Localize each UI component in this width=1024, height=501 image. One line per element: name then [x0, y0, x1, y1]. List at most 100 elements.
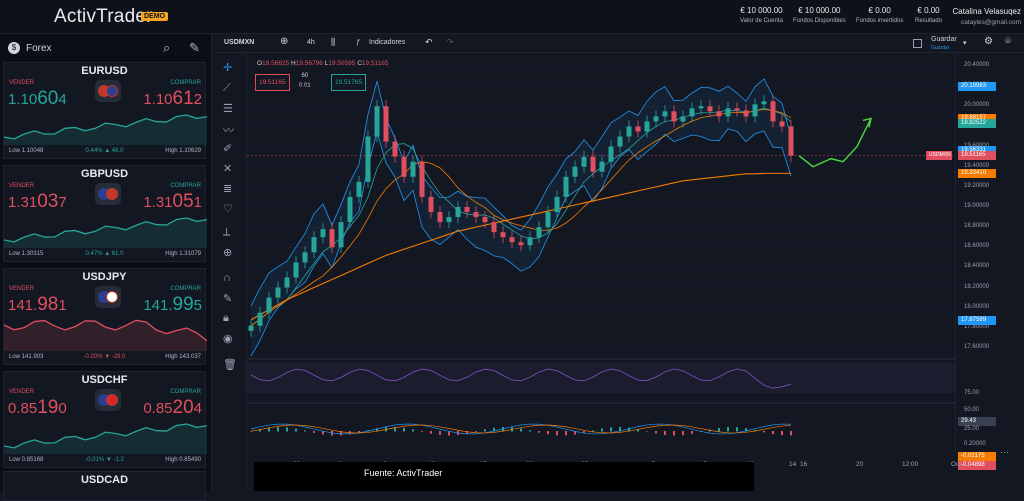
macd-histogram-bar	[574, 431, 576, 435]
macd-histogram-bar	[403, 427, 405, 432]
sell-price-box[interactable]: 19.51165	[255, 74, 290, 91]
currency-flags-icon	[95, 80, 121, 102]
ruler-icon[interactable]: ⟂	[223, 226, 231, 238]
redo-icon[interactable]: ↷	[446, 37, 454, 47]
indicators-icon[interactable]: ƒ	[356, 39, 360, 46]
bollinger-band-fill	[251, 78, 791, 357]
macd-histogram-bar	[394, 427, 396, 432]
edit-icon[interactable]: ✎	[189, 40, 200, 55]
candle-body	[347, 196, 353, 223]
macd-histogram-bar	[610, 427, 612, 432]
rsi-tick: 25.00	[964, 426, 980, 432]
low-value: Low 0.85168	[9, 457, 44, 463]
instrument-card[interactable]: GBPUSD VENDER COMPRAR 1.31037 1.31051 Lo…	[3, 165, 207, 262]
camera-icon[interactable]: ⌾	[1005, 36, 1011, 47]
sparkline-line	[4, 423, 207, 449]
candle-body	[761, 101, 767, 105]
undo-icon[interactable]: ↶	[425, 37, 433, 47]
search-icon[interactable]: ⌕	[163, 40, 171, 55]
save-checkbox[interactable]	[913, 39, 922, 48]
rsi-line	[250, 368, 792, 389]
sell-price[interactable]: 0.85190	[8, 397, 67, 418]
candle-body	[464, 207, 470, 213]
instrument-card[interactable]: USDCHF VENDER COMPRAR 0.85190 0.85204 Lo…	[3, 371, 207, 468]
candle-body	[725, 108, 731, 117]
indicators-button[interactable]: Indicadores	[369, 39, 406, 46]
buy-label: COMPRAR	[170, 286, 201, 292]
macd-histogram-bar	[736, 427, 738, 432]
instrument-card[interactable]: USDJPY VENDER COMPRAR 141.981 141.995 Lo…	[3, 268, 207, 365]
price-tick: 20.40000	[964, 62, 990, 69]
eye-icon[interactable]: ◉	[223, 333, 233, 345]
add-symbol-icon[interactable]: ⊕	[280, 36, 289, 47]
candle-body	[680, 116, 686, 122]
fib-icon[interactable]: ≣	[223, 183, 233, 195]
sell-price[interactable]: 141.981	[8, 294, 67, 315]
price-tick: 20.00000	[964, 102, 990, 109]
pattern-icon[interactable]: ✕	[223, 163, 233, 175]
candle-body	[536, 227, 542, 238]
macd-histogram-bar	[790, 431, 792, 436]
wave-icon[interactable]: 〰	[223, 125, 234, 137]
buy-price[interactable]: 1.10612	[143, 88, 202, 109]
macd-line	[250, 423, 792, 435]
demo-badge: DEMO	[141, 12, 168, 21]
price-tick: 18.40000	[964, 263, 990, 270]
user-menu[interactable]: Catalina Velasuqez catayles@gmail.com	[952, 7, 1022, 26]
symbol-label[interactable]: USDMXN	[224, 39, 255, 46]
chart-panel[interactable]: USDMXN ⊕ 4h ⫼ ƒ Indicadores ↶ ↷ Guardar G…	[213, 34, 1024, 491]
brush-icon[interactable]: ✐	[223, 143, 233, 155]
chevron-down-icon[interactable]: ▾	[963, 40, 967, 47]
chart-type-icon[interactable]: ⫼	[331, 37, 336, 47]
buy-price[interactable]: 1.31051	[143, 191, 202, 212]
price-chart[interactable]	[247, 53, 955, 459]
candle-body	[266, 297, 272, 313]
pair-name: USDCAD	[80, 474, 129, 486]
macd-histogram-bar	[565, 431, 567, 436]
price-tick: 18.00000	[964, 303, 990, 310]
macd-histogram-bar	[259, 429, 261, 432]
gear-icon[interactable]: ⚙	[984, 36, 993, 47]
candle-body	[392, 141, 398, 157]
heart-icon[interactable]: ♡	[223, 203, 233, 215]
account-invested: € 0.00 Fondos invertidos	[856, 6, 904, 24]
candle-body	[698, 106, 704, 109]
price-tick: 19.00000	[964, 203, 990, 209]
buy-price-box[interactable]: 19.51765	[331, 74, 367, 91]
instrument-card[interactable]: EURUSD VENDER COMPRAR 1.10604 1.10612 Lo…	[3, 62, 207, 159]
candle-body	[401, 156, 407, 177]
trendline-icon[interactable]: ⟋	[223, 82, 231, 94]
instrument-card[interactable]: USDCAD	[3, 471, 206, 501]
trash-icon[interactable]: 🗑︎	[223, 359, 237, 371]
account-value: € 10 000.00 Valor de Cuenta	[740, 6, 783, 24]
high-value: High 1.31079	[165, 251, 201, 257]
magnet-icon[interactable]: ∩	[223, 272, 231, 284]
macd-histogram-bar	[619, 427, 621, 432]
buy-price[interactable]: 0.85204	[143, 397, 202, 418]
candle-body	[257, 312, 263, 326]
sell-label: VENDER	[9, 183, 35, 189]
rsi-value-tag: 29.43	[958, 417, 996, 426]
save-button[interactable]: Guardar Guardar	[931, 36, 957, 51]
crosshair-icon[interactable]: ✛	[223, 62, 233, 74]
time-tick: 14	[789, 461, 797, 468]
settings-dots-icon[interactable]: ⋯	[1000, 447, 1009, 457]
pencil-lock-icon[interactable]: ✎	[223, 293, 233, 305]
candle-body	[689, 108, 695, 117]
macd-histogram-bar	[520, 428, 522, 432]
interval-button[interactable]: 4h	[307, 39, 315, 46]
macd-histogram-bar	[745, 428, 747, 432]
zoom-in-icon[interactable]: ⊕	[223, 247, 233, 259]
candle-body	[608, 146, 614, 162]
lock-icon[interactable]: 🔒︎	[223, 312, 229, 324]
sell-price[interactable]: 1.31037	[8, 191, 67, 212]
sell-price[interactable]: 1.10604	[8, 88, 67, 109]
moving-average-slow-line	[250, 108, 792, 327]
horizontal-lines-icon[interactable]: ☰	[223, 103, 233, 115]
candle-body	[779, 121, 785, 127]
app-logo: ActivTrader	[54, 6, 153, 27]
candle-body	[644, 121, 650, 132]
buy-price[interactable]: 141.995	[143, 294, 202, 315]
candle-body	[563, 176, 569, 197]
candle-body	[248, 325, 254, 331]
